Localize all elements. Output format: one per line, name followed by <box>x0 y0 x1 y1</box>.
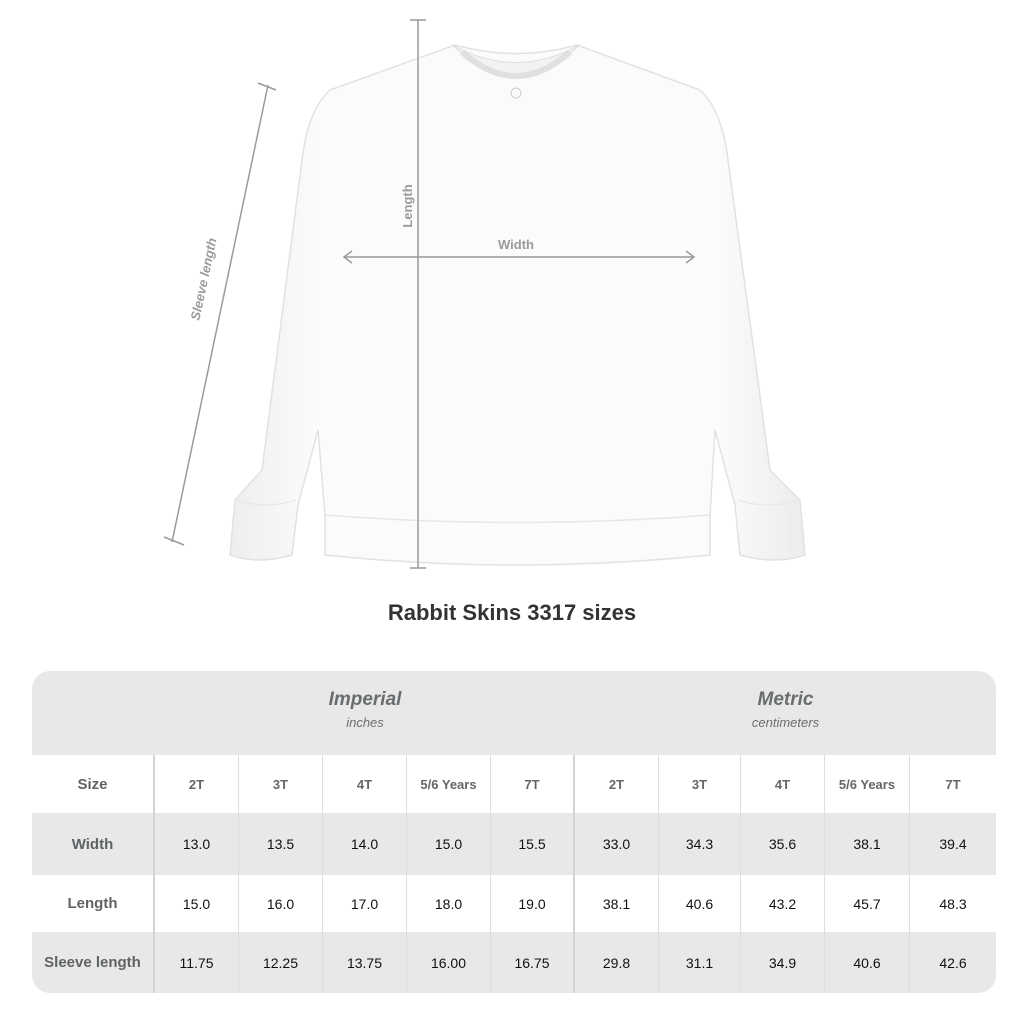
size-header-cell: 5/6 Years <box>825 755 910 813</box>
table-header-band: Imperial inches Metric centimeters <box>32 671 996 755</box>
row-label: Length <box>32 875 155 932</box>
table-cell: 40.6 <box>659 875 741 932</box>
table-cell: 18.0 <box>407 875 491 932</box>
table-cell: 13.75 <box>323 932 407 993</box>
length-label: Length <box>400 184 415 227</box>
table-cell: 34.3 <box>659 813 741 875</box>
table-cell: 31.1 <box>659 932 741 993</box>
size-header-cell: 2T <box>575 755 659 813</box>
table-row: Sleeve length 11.75 12.25 13.75 16.00 16.75 29… <box>32 932 996 993</box>
size-header-cell: 3T <box>239 755 323 813</box>
table-cell: 16.75 <box>491 932 575 993</box>
table-row: Length 15.0 16.0 17.0 18.0 19.0 38.1 40.6 43.2 45… <box>32 875 996 932</box>
table-cell: 19.0 <box>491 875 575 932</box>
row-label: Width <box>32 813 155 875</box>
sweater-illustration <box>229 44 806 566</box>
table-cell: 40.6 <box>825 932 910 993</box>
table-cell: 29.8 <box>575 932 659 993</box>
table-cell: 12.25 <box>239 932 323 993</box>
size-header-cell: 4T <box>323 755 407 813</box>
size-header-cell: 7T <box>945 776 961 792</box>
width-label: Width <box>498 237 534 252</box>
table-cell: 35.6 <box>741 813 825 875</box>
table-cell: 13.5 <box>239 813 323 875</box>
table-cell: 39.4 <box>939 836 967 852</box>
group-name: Metric <box>757 689 814 710</box>
table-cell: 11.75 <box>155 932 239 993</box>
table-cell: 48.3 <box>939 895 967 912</box>
group-name: Imperial <box>328 689 402 710</box>
label-tag-icon <box>510 87 522 99</box>
table-cell: 38.1 <box>575 875 659 932</box>
row-label: Size <box>32 755 155 813</box>
size-header-cell: 2T <box>155 755 239 813</box>
table-cell: 17.0 <box>323 875 407 932</box>
table-cell: 45.7 <box>825 875 910 932</box>
size-header-cell: 5/6 Years <box>407 755 491 813</box>
sleeve-length-label: Sleeve length <box>188 236 220 321</box>
table-cell: 14.0 <box>323 813 407 875</box>
table-cell: 15.5 <box>491 813 575 875</box>
table-cell: 33.0 <box>575 813 659 875</box>
group-unit: centimeters <box>751 715 820 730</box>
table-cell: 15.0 <box>155 875 239 932</box>
table-cell: 16.00 <box>407 932 491 993</box>
table-cell: 42.6 <box>939 954 967 971</box>
size-header-cell: 4T <box>741 755 825 813</box>
group-metric: Metric centimeters <box>575 671 996 755</box>
page-title: Rabbit Skins 3317 sizes <box>387 600 637 625</box>
group-unit: inches <box>346 715 384 730</box>
size-table: Imperial inches Metric centimeters Size 2… <box>32 671 996 993</box>
measurement-lines <box>163 19 696 569</box>
row-label: Sleeve length <box>32 932 155 993</box>
table-cell: 38.1 <box>825 813 910 875</box>
table-row: Width 13.0 13.5 14.0 15.0 15.5 33.0 34.3 35.6 38.… <box>32 813 996 875</box>
size-header-cell: 3T <box>659 755 741 813</box>
size-header-row: Size 2T 3T 4T 5/6 Years 7T 2T 3T 4T 5/6 Years 7T <box>32 755 996 813</box>
table-cell: 34.9 <box>741 932 825 993</box>
table-cell: 43.2 <box>741 875 825 932</box>
table-cell: 13.0 <box>155 813 239 875</box>
table-cell: 15.0 <box>407 813 491 875</box>
group-imperial: Imperial inches <box>155 671 575 755</box>
sleeve-length-line <box>171 84 269 543</box>
table-cell: 16.0 <box>239 875 323 932</box>
sweater-diagram: Length Width Sleeve length <box>163 19 806 569</box>
size-header-cell: 7T <box>491 755 575 813</box>
